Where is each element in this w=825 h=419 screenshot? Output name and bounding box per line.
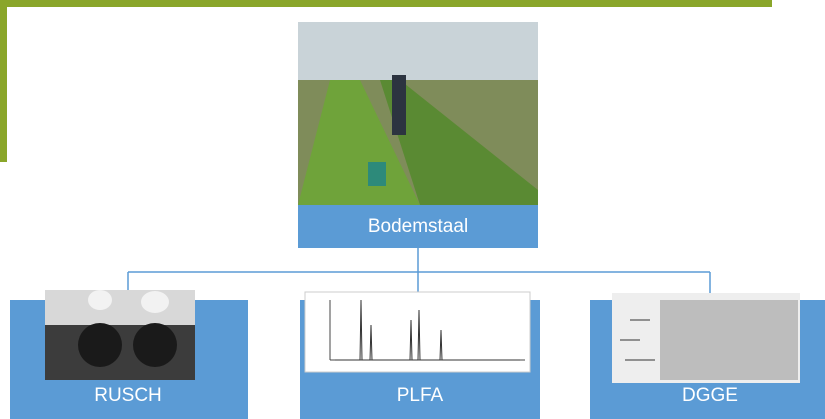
root-photo <box>298 22 538 205</box>
node-label: RUSCH <box>94 385 162 406</box>
plfa-chart <box>304 291 531 373</box>
dgge-gel <box>612 293 800 383</box>
frame-top <box>0 0 772 7</box>
node-label: Bodemstaal <box>368 216 468 237</box>
node-label: DGGE <box>682 385 738 406</box>
node-label: PLFA <box>397 385 444 406</box>
connectors <box>127 248 711 300</box>
frame-left <box>0 0 7 162</box>
rusch-photo <box>45 290 195 380</box>
root-box <box>298 205 538 248</box>
